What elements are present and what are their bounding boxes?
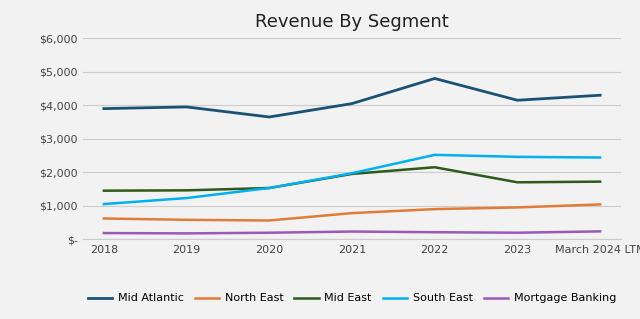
Line: Mid Atlantic: Mid Atlantic: [104, 78, 600, 117]
Line: North East: North East: [104, 204, 600, 220]
Mortgage Banking: [431, 230, 438, 234]
Mid Atlantic: [431, 77, 438, 80]
Mortgage Banking: [596, 229, 604, 233]
Mid East: [348, 172, 356, 176]
South East: [596, 156, 604, 160]
Mid East: [513, 180, 521, 184]
South East: [100, 202, 108, 206]
Line: South East: South East: [104, 155, 600, 204]
Line: Mortgage Banking: Mortgage Banking: [104, 231, 600, 234]
Mid Atlantic: [513, 98, 521, 102]
Mid East: [431, 165, 438, 169]
North East: [100, 217, 108, 220]
Mid Atlantic: [100, 107, 108, 111]
Mortgage Banking: [348, 230, 356, 234]
Title: Revenue By Segment: Revenue By Segment: [255, 13, 449, 31]
Line: Mid East: Mid East: [104, 167, 600, 191]
Mortgage Banking: [266, 231, 273, 235]
Mortgage Banking: [513, 231, 521, 235]
South East: [183, 196, 191, 200]
North East: [266, 219, 273, 222]
South East: [348, 171, 356, 175]
South East: [431, 153, 438, 157]
South East: [266, 186, 273, 190]
Mid East: [596, 180, 604, 183]
Mid Atlantic: [348, 102, 356, 106]
North East: [513, 205, 521, 209]
Mid East: [266, 186, 273, 190]
Mid Atlantic: [596, 93, 604, 97]
North East: [431, 207, 438, 211]
North East: [596, 203, 604, 206]
Legend: Mid Atlantic, North East, Mid East, South East, Mortgage Banking: Mid Atlantic, North East, Mid East, Sout…: [83, 289, 621, 308]
Mid Atlantic: [266, 115, 273, 119]
North East: [183, 218, 191, 222]
Mid Atlantic: [183, 105, 191, 109]
Mortgage Banking: [100, 231, 108, 235]
Mid East: [100, 189, 108, 193]
Mortgage Banking: [183, 232, 191, 235]
Mid East: [183, 189, 191, 192]
South East: [513, 155, 521, 159]
North East: [348, 211, 356, 215]
